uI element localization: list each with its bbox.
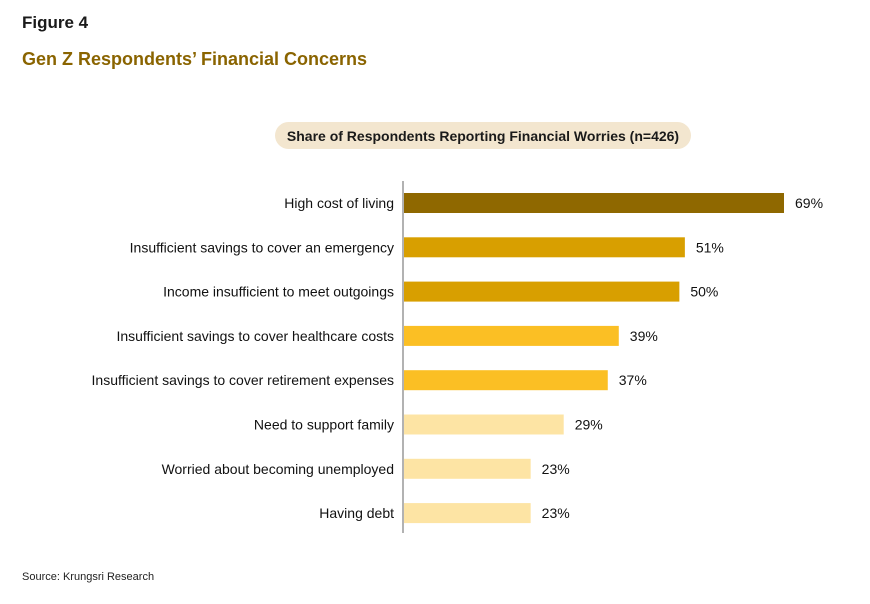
data-label: 37%: [619, 372, 647, 388]
bar: [404, 458, 531, 479]
data-label: 39%: [630, 328, 658, 344]
data-label: 50%: [690, 284, 718, 300]
data-label: 23%: [542, 461, 570, 477]
data-label: 51%: [696, 239, 724, 255]
bar: [404, 503, 531, 524]
source-note: Source: Krungsri Research: [22, 571, 155, 583]
figure-title: Gen Z Respondents’ Financial Concerns: [22, 49, 368, 69]
category-label: Insufficient savings to cover retirement…: [92, 372, 394, 388]
category-label: Insufficient savings to cover healthcare…: [116, 328, 394, 344]
category-label: Need to support family: [254, 417, 394, 433]
bar: [404, 193, 784, 213]
category-label: Having debt: [319, 505, 394, 521]
data-label: 29%: [575, 417, 603, 433]
category-label: Income insufficient to meet outgoings: [163, 284, 394, 300]
category-label: Worried about becoming unemployed: [162, 461, 394, 477]
bar: [404, 370, 608, 391]
figure-label: Figure 4: [22, 13, 89, 32]
chart-title: Share of Respondents Reporting Financial…: [275, 122, 691, 149]
bar: [404, 237, 685, 258]
data-label: 23%: [542, 505, 570, 521]
data-label: 69%: [795, 195, 823, 211]
bar: [404, 414, 564, 435]
bar: [404, 281, 680, 302]
bar: [404, 325, 619, 346]
category-label: High cost of living: [284, 195, 394, 211]
category-label: Insufficient savings to cover an emergen…: [130, 239, 394, 255]
